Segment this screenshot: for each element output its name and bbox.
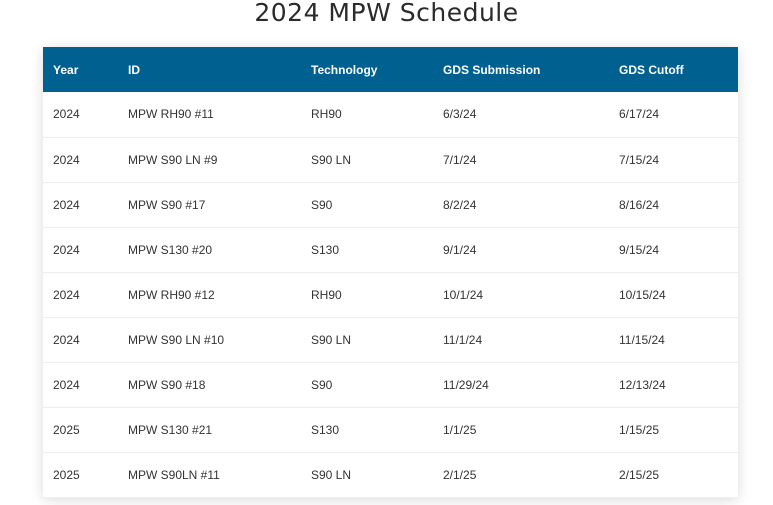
cell-gds-cutoff: 11/15/24 bbox=[619, 332, 665, 347]
cell-year: 2024 bbox=[53, 332, 80, 347]
cell-gds-cutoff: 6/17/24 bbox=[619, 107, 660, 122]
schedule-table: Year ID Technology GDS Submission GDS Cu… bbox=[43, 47, 738, 498]
cell-gds-cutoff: 2/15/25 bbox=[619, 467, 660, 482]
cell-id: MPW S90 LN #9 bbox=[128, 152, 218, 167]
table-row: 2024 MPW S90 LN #9 S90 LN 7/1/24 7/15/24 bbox=[43, 137, 738, 182]
cell-gds-submission: 6/3/24 bbox=[443, 107, 477, 122]
cell-technology: RH90 bbox=[311, 107, 342, 122]
table-row: 2024 MPW S90 #17 S90 8/2/24 8/16/24 bbox=[43, 182, 738, 227]
table-row: 2024 MPW S90 LN #10 S90 LN 11/1/24 11/15… bbox=[43, 317, 738, 362]
cell-year: 2024 bbox=[53, 197, 80, 212]
cell-gds-submission: 1/1/25 bbox=[443, 422, 477, 437]
cell-technology: S90 LN bbox=[311, 152, 352, 167]
column-header-technology: Technology bbox=[311, 62, 378, 77]
cell-gds-submission: 10/1/24 bbox=[443, 287, 484, 302]
cell-gds-cutoff: 12/13/24 bbox=[619, 377, 666, 392]
cell-id: MPW S90LN #11 bbox=[128, 467, 220, 482]
column-header-id: ID bbox=[128, 62, 140, 77]
cell-technology: S90 bbox=[311, 197, 333, 212]
cell-id: MPW RH90 #12 bbox=[128, 287, 215, 302]
cell-gds-submission: 11/1/24 bbox=[443, 332, 483, 347]
cell-technology: S90 LN bbox=[311, 332, 352, 347]
cell-technology: S90 LN bbox=[311, 467, 352, 482]
cell-year: 2024 bbox=[53, 287, 80, 302]
table-row: 2024 MPW S90 #18 S90 11/29/24 12/13/24 bbox=[43, 362, 738, 407]
schedule-table-container: Year ID Technology GDS Submission GDS Cu… bbox=[43, 47, 738, 498]
cell-gds-cutoff: 7/15/24 bbox=[619, 152, 660, 167]
cell-technology: RH90 bbox=[311, 287, 342, 302]
cell-id: MPW S90 #17 bbox=[128, 197, 206, 212]
column-header-gds-submission: GDS Submission bbox=[443, 62, 541, 77]
cell-technology: S90 bbox=[311, 377, 333, 392]
cell-gds-submission: 7/1/24 bbox=[443, 152, 477, 167]
cell-gds-cutoff: 1/15/25 bbox=[619, 422, 660, 437]
column-header-gds-cutoff: GDS Cutoff bbox=[619, 62, 684, 77]
cell-id: MPW RH90 #11 bbox=[128, 107, 214, 122]
cell-id: MPW S90 #18 bbox=[128, 377, 206, 392]
table-row: 2024 MPW RH90 #11 RH90 6/3/24 6/17/24 bbox=[43, 92, 738, 137]
cell-year: 2024 bbox=[53, 377, 80, 392]
table-header: Year ID Technology GDS Submission GDS Cu… bbox=[43, 47, 738, 92]
table-body: 2024 MPW RH90 #11 RH90 6/3/24 6/17/24 20… bbox=[43, 92, 738, 497]
cell-technology: S130 bbox=[311, 422, 340, 437]
cell-id: MPW S90 LN #10 bbox=[128, 332, 225, 347]
cell-gds-submission: 2/1/25 bbox=[443, 467, 477, 482]
cell-gds-cutoff: 10/15/24 bbox=[619, 287, 666, 302]
cell-gds-cutoff: 9/15/24 bbox=[619, 242, 660, 257]
cell-year: 2024 bbox=[53, 242, 80, 257]
cell-gds-cutoff: 8/16/24 bbox=[619, 197, 660, 212]
table-row: 2024 MPW S130 #20 S130 9/1/24 9/15/24 bbox=[43, 227, 738, 272]
cell-technology: S130 bbox=[311, 242, 340, 257]
header-row: Year ID Technology GDS Submission GDS Cu… bbox=[43, 47, 738, 92]
cell-gds-submission: 8/2/24 bbox=[443, 197, 477, 212]
cell-id: MPW S130 #20 bbox=[128, 242, 213, 257]
page-title: 2024 MPW Schedule bbox=[254, 0, 519, 27]
cell-year: 2024 bbox=[53, 152, 80, 167]
table-row: 2025 MPW S130 #21 S130 1/1/25 1/15/25 bbox=[43, 407, 738, 452]
column-header-year: Year bbox=[53, 62, 79, 77]
cell-year: 2025 bbox=[53, 422, 80, 437]
cell-year: 2024 bbox=[53, 107, 80, 122]
cell-id: MPW S130 #21 bbox=[128, 422, 213, 437]
cell-gds-submission: 11/29/24 bbox=[443, 377, 489, 392]
cell-gds-submission: 9/1/24 bbox=[443, 242, 477, 257]
table-row: 2024 MPW RH90 #12 RH90 10/1/24 10/15/24 bbox=[43, 272, 738, 317]
cell-year: 2025 bbox=[53, 467, 80, 482]
table-row: 2025 MPW S90LN #11 S90 LN 2/1/25 2/15/25 bbox=[43, 452, 738, 497]
